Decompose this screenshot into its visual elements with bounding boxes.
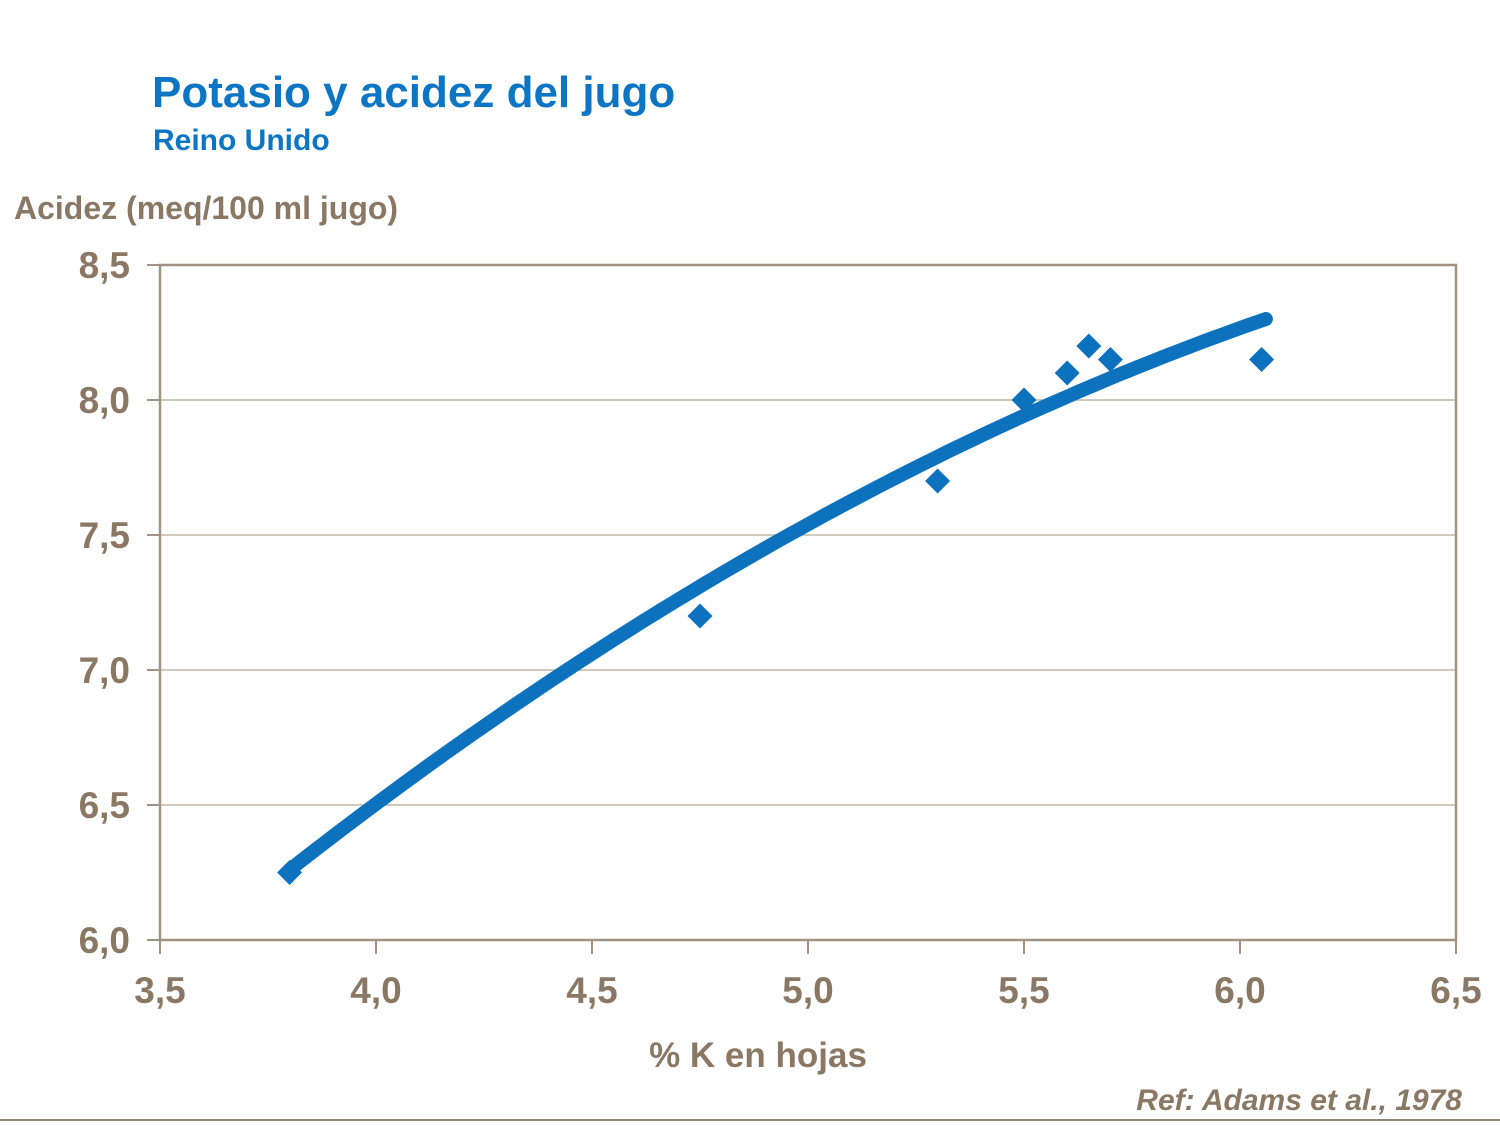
x-axis-title: % K en hojas	[649, 1036, 867, 1075]
data-point-diamond	[1249, 347, 1275, 372]
data-point-diamond	[925, 468, 951, 494]
y-tick-label: 6,5	[78, 785, 130, 826]
data-point-diamond	[687, 603, 713, 629]
slide-title: Potasio y acidez del jugo	[152, 68, 676, 117]
footer-rule	[0, 1119, 1500, 1121]
y-tick-label: 6,0	[78, 920, 130, 961]
data-point-diamond	[277, 860, 303, 885]
y-tick-label: 8,0	[78, 380, 130, 421]
y-tick-label: 7,0	[78, 650, 130, 691]
x-tick-label: 4,0	[350, 970, 402, 1011]
data-point-diamond	[1011, 387, 1037, 413]
data-point-diamond	[1076, 333, 1102, 359]
x-tick-label: 6,5	[1430, 970, 1482, 1011]
x-tick-label: 5,5	[998, 970, 1050, 1011]
data-point-diamond	[1097, 347, 1123, 372]
slide-subtitle: Reino Unido	[153, 124, 330, 157]
y-tick-label: 8,5	[78, 245, 130, 286]
x-tick-label: 3,5	[134, 970, 186, 1011]
reference-citation: Ref: Adams et al., 1978	[1136, 1084, 1462, 1117]
trend-curve	[282, 312, 1273, 877]
y-tick-label: 7,5	[78, 515, 130, 556]
y-axis-title: Acidez (meq/100 ml jugo)	[14, 190, 399, 226]
x-tick-label: 4,5	[566, 970, 618, 1011]
x-tick-label: 6,0	[1214, 970, 1266, 1011]
data-point-diamond	[1054, 360, 1080, 386]
x-tick-label: 5,0	[782, 970, 834, 1011]
